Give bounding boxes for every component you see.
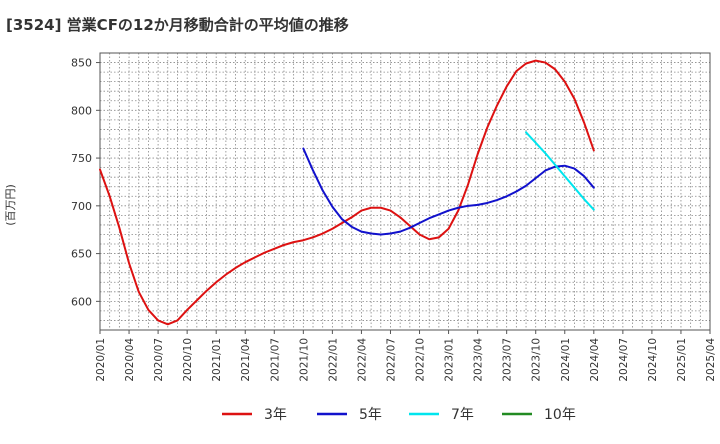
y-tick-label: 800 — [71, 104, 92, 117]
legend: 3年 5年 7年 10年 — [222, 407, 576, 423]
y-tick-label: 700 — [71, 200, 92, 213]
x-tick-label: 2021/04 — [240, 338, 252, 382]
x-tick-label: 2023/04 — [473, 338, 485, 382]
legend-label-4: 10年 — [544, 407, 576, 423]
x-tick-label: 2024/04 — [589, 338, 601, 382]
series-line-1 — [99, 59, 595, 326]
legend-label-2: 5年 — [359, 407, 382, 423]
x-tick-label: 2020/10 — [182, 338, 194, 382]
x-tick-label: 2023/10 — [531, 338, 543, 382]
x-tick-label: 2020/01 — [95, 338, 107, 382]
series-lines — [99, 59, 595, 326]
series-line-3 — [525, 131, 595, 211]
x-tick-label: 2023/01 — [444, 338, 456, 382]
x-tick-label: 2021/07 — [269, 338, 281, 382]
x-tick-label: 2021/01 — [211, 338, 223, 382]
x-tick-label: 2022/10 — [415, 338, 427, 382]
x-tick-label: 2023/07 — [502, 338, 514, 382]
x-tick-label: 2025/01 — [676, 338, 688, 382]
y-tick-label: 600 — [71, 295, 92, 308]
y-tick-label: 750 — [71, 152, 92, 165]
y-tick-label: 850 — [71, 57, 92, 70]
x-axis: 2020/01 2020/04 2020/07 2020/10 2021/01 2021/… — [95, 330, 717, 382]
chart-title: [3524] 営業CFの12か月移動合計の平均値の推移 — [6, 16, 349, 34]
x-tick-label: 2024/01 — [560, 338, 572, 382]
y-axis: 600 650 700 750 800 850 — [71, 57, 100, 308]
x-tick-label: 2022/04 — [356, 338, 368, 382]
x-tick-label: 2024/10 — [647, 338, 659, 382]
y-tick-label: 650 — [71, 248, 92, 261]
x-tick-label: 2024/07 — [618, 338, 630, 382]
y-axis-label: (百万円) — [4, 184, 17, 226]
x-tick-label: 2021/10 — [298, 338, 310, 382]
x-tick-label: 2025/04 — [705, 338, 717, 382]
x-tick-label: 2022/01 — [327, 338, 339, 382]
plot-area — [99, 52, 711, 331]
series-line-2 — [302, 147, 595, 236]
x-tick-label: 2020/04 — [124, 338, 136, 382]
x-tick-label: 2020/07 — [153, 338, 165, 382]
legend-label-1: 3年 — [264, 407, 287, 423]
gridlines — [100, 53, 710, 330]
x-tick-label: 2022/07 — [385, 338, 397, 382]
legend-label-3: 7年 — [451, 407, 474, 423]
